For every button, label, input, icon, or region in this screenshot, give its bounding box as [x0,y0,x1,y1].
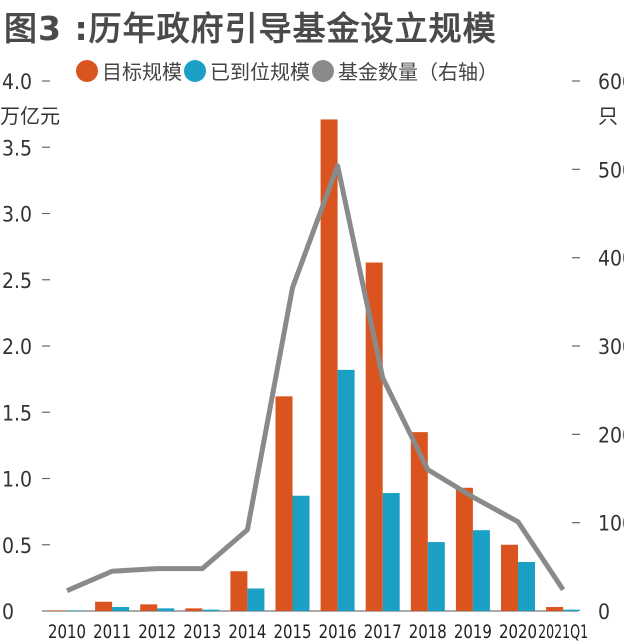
legend-label-target: 目标规模 [102,60,182,84]
x-tick-label: 2020 [499,621,537,643]
y-tick-label: 3.0 [2,203,32,227]
x-tick-label: 2010 [48,621,86,643]
y-tick-label: 0 [2,600,14,624]
chart-title: 图3 :历年政府引导基金设立规模 [4,9,497,48]
y2-tick-label: 0 [598,600,610,624]
bar-target-2018 [410,432,428,611]
legend-label-paid: 已到位规模 [210,60,310,84]
x-tick-label: 2013 [183,621,221,643]
bar-paid-2018 [427,542,445,611]
x-tick-label: 2017 [364,621,402,643]
y-tick-label: 2.0 [2,335,32,359]
bar-paid-2019 [472,530,490,611]
bar-paid-2012 [157,608,175,611]
x-tick-label: 2012 [138,621,176,643]
bar-paid-2016 [337,369,355,611]
legend-swatch-count [312,59,334,82]
legend: 目标规模 已到位规模 基金数量（右轴） [76,56,500,85]
bar-target-2013 [185,608,203,611]
y-tick-label: 4.0 [2,70,32,94]
x-tick-label: 2019 [454,621,492,643]
y2-tick-label: 100 [598,512,624,536]
legend-item-target: 目标规模 [76,56,182,85]
bar-paid-2020 [518,561,535,611]
bar-target-2020 [501,544,518,611]
line-fund-count [66,163,566,593]
y2-tick-label: 600 [598,70,624,94]
y2-tick-label: 400 [598,247,624,271]
x-tick-label: 2014 [228,621,266,643]
x-tick-label: 2011 [93,621,131,643]
bar-target-2015 [275,396,293,611]
legend-label-count: 基金数量（右轴） [338,60,498,84]
bar-paid-2013 [202,609,220,611]
legend-item-paid: 已到位规模 [184,56,310,85]
y-tick-label: 1.0 [2,468,32,492]
bar-target-2021Q1 [546,607,564,611]
y2-tick-label: 500 [598,158,624,182]
x-tick-label: 2016 [319,621,357,643]
x-tick-label: 2015 [274,621,312,643]
bar-target-2014 [230,571,248,611]
legend-swatch-paid [184,59,206,82]
bar-target-2010 [50,610,67,611]
bar-paid-2021Q1 [563,609,581,611]
y-tick-label: 0.5 [2,534,32,558]
legend-item-count: 基金数量（右轴） [312,56,498,85]
bar-target-2019 [455,487,473,611]
bar-paid-2017 [382,493,400,611]
y2-tick-label: 200 [598,423,624,447]
x-tick-label: 2018 [409,621,447,643]
legend-swatch-target [76,59,98,82]
y-tick-label: 2.5 [2,269,32,293]
y-tick-label: 3.5 [2,136,32,160]
y2-tick-label: 300 [598,335,624,359]
bar-paid-2015 [292,495,310,611]
bar-target-2011 [95,601,113,611]
y-axis-label: 万亿元 [0,104,60,128]
x-tick-label: 2021Q1 [538,621,588,643]
y-tick-label: 1.5 [2,401,32,425]
bar-target-2016 [320,119,338,612]
bar-paid-2014 [247,588,265,611]
y2-axis-label: 只 [598,104,618,128]
bar-paid-2010 [67,610,84,611]
bar-paid-2011 [112,607,130,611]
bar-target-2012 [140,604,158,611]
